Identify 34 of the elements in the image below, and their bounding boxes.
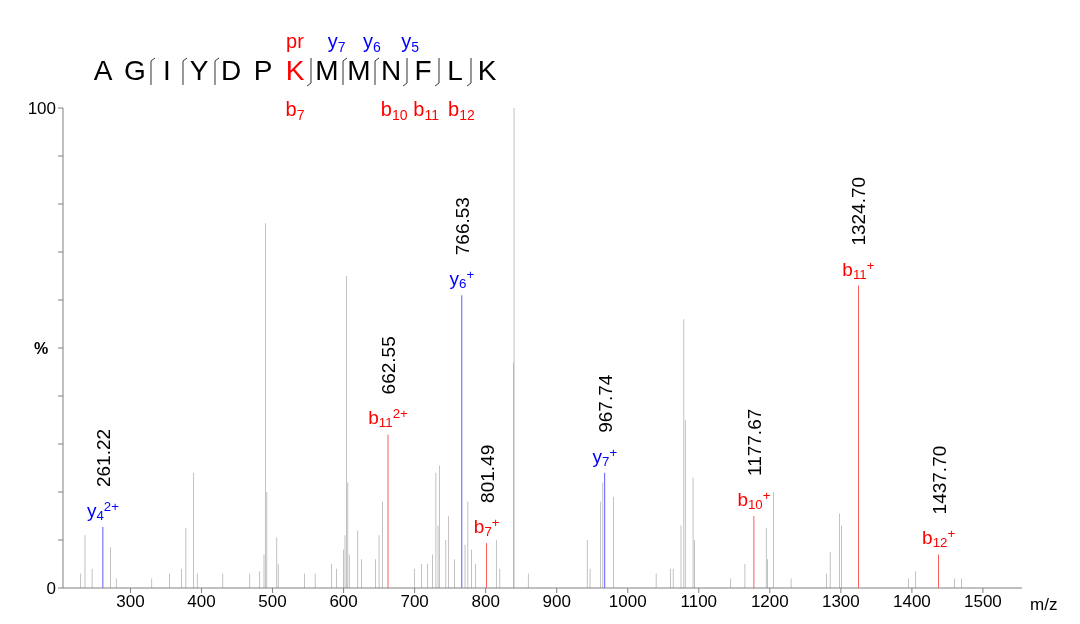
annotation: 1177.67 (743, 408, 765, 476)
x-tick-label: 1400 (892, 592, 931, 612)
x-tick-label: 1200 (750, 592, 789, 612)
text: pr (286, 30, 305, 52)
x-tick-label: 800 (471, 592, 500, 612)
x-tick-label: 300 (116, 592, 145, 612)
x-tick-label: 1300 (821, 592, 860, 612)
annotation: 1324.70 (848, 176, 870, 246)
annotation: b$_{10}$ (380, 98, 408, 123)
annotation: 766.53 (451, 197, 473, 256)
annotation: 1437.70 (928, 445, 950, 515)
x-tick-label: 700 (400, 592, 429, 612)
x-tick-label: 1000 (608, 592, 647, 612)
text: y$_{5}$ (401, 30, 420, 55)
chart-title: A G I Y D P K M M N F L K (93, 55, 497, 86)
y-tick-label: 0 (46, 579, 56, 599)
x-tick-label: 1500 (964, 592, 1002, 612)
text: y$_{7}$ (327, 30, 346, 55)
annotation: b$_{11}$ (413, 98, 440, 123)
x-axis-title: m/z (1030, 595, 1058, 614)
x-tick-label: 900 (542, 592, 571, 612)
y-axis-title: % (33, 340, 49, 357)
text: y$_{6}$ (362, 30, 381, 55)
annotation: b$_{7}$ (285, 98, 305, 123)
x-tick-label: 400 (187, 592, 216, 612)
annotation: b$_{12}$ (448, 98, 475, 123)
annotation: 261.22 (92, 428, 114, 488)
x-tick-label: 500 (258, 592, 287, 612)
annotation: 662.55 (378, 336, 400, 395)
x-tick-label: 1100 (680, 592, 718, 612)
annotation: 967.74 (594, 374, 616, 433)
x-tick-label: 600 (329, 592, 358, 612)
y-tick-label: 100 (27, 99, 56, 119)
annotation: 801.49 (476, 444, 498, 503)
